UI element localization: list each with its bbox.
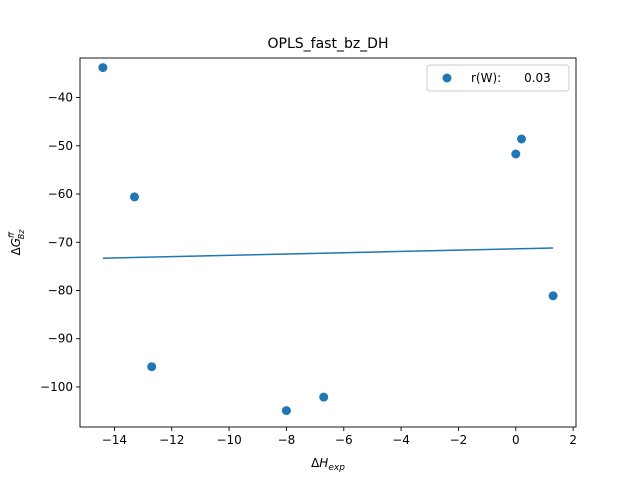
x-tick-label: −4 — [392, 433, 410, 447]
y-axis: −100 −90 −80 −70 −60 −50 −40 ΔGffBz — [7, 91, 80, 394]
data-point — [319, 392, 329, 402]
chart-title: OPLS_fast_bz_DH — [268, 36, 389, 52]
legend-marker — [442, 73, 452, 83]
y-axis-label-var: G — [9, 238, 23, 247]
y-axis-label-subscript: Bz — [17, 229, 26, 239]
legend-label: r(W): 0.03 — [471, 71, 551, 85]
data-point — [98, 63, 108, 73]
data-point — [548, 291, 558, 301]
data-point — [130, 192, 139, 202]
x-axis-label: ΔHexp — [311, 456, 345, 473]
y-tick-label: −100 — [40, 380, 73, 394]
x-tick-label: −12 — [159, 433, 184, 447]
x-tick-label: −6 — [335, 433, 353, 447]
x-tick-label: −10 — [216, 433, 241, 447]
y-axis-label-main: Δ — [9, 247, 23, 256]
y-tick-label: −70 — [48, 235, 73, 249]
x-tick-label: 2 — [569, 433, 577, 447]
legend: r(W): 0.03 — [426, 64, 570, 92]
y-axis-label-superscript: ff — [7, 231, 16, 238]
y-tick-label: −50 — [48, 139, 73, 153]
x-tick-label: −14 — [102, 433, 127, 447]
x-axis-label-subscript: exp — [328, 463, 345, 473]
y-tick-label: −60 — [48, 187, 73, 201]
title-group: OPLS_fast_bz_DH — [268, 36, 389, 52]
data-point — [511, 149, 521, 159]
data-point — [147, 362, 157, 372]
y-tick-label: −80 — [48, 283, 73, 297]
data-point — [517, 134, 526, 144]
legend-box — [426, 64, 570, 92]
y-tick-label: −90 — [48, 332, 73, 346]
y-tick-label: −40 — [48, 91, 73, 105]
x-tick-label: −8 — [278, 433, 296, 447]
regression-line — [102, 247, 554, 259]
x-axis-label-var: H — [319, 456, 328, 470]
y-axis-label: ΔGffBz — [7, 229, 26, 256]
x-axis: −14 −12 −10 −8 −6 −4 −2 0 2 ΔHexp — [102, 427, 577, 473]
data-point — [281, 406, 291, 416]
x-tick-label: 0 — [512, 433, 520, 447]
x-tick-label: −2 — [450, 433, 468, 447]
x-axis-label-main: Δ — [311, 456, 320, 470]
